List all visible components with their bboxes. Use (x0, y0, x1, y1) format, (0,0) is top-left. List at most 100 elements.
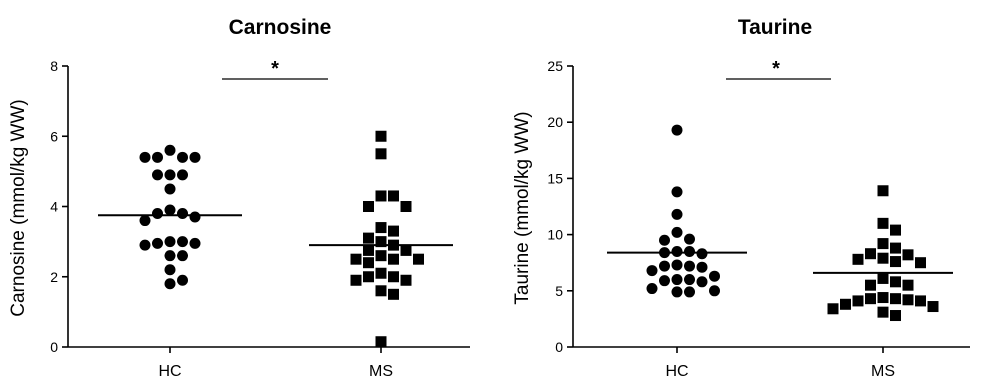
data-point-hc (671, 208, 683, 220)
data-point-hc (177, 274, 188, 286)
data-point-hc (139, 151, 151, 163)
data-point-ms (350, 253, 362, 265)
y-tick-label: 2 (50, 269, 58, 285)
data-point-ms (877, 252, 889, 264)
data-point-hc (709, 285, 720, 297)
data-point-ms (877, 238, 889, 250)
data-point-ms (400, 244, 412, 256)
y-axis-label: Carnosine (mmol/kg WW) (8, 99, 29, 316)
data-point-hc (684, 286, 695, 298)
data-point-hc (646, 283, 658, 295)
plot-marks: 0 2 4 6 8 (50, 58, 470, 355)
data-point-ms (388, 225, 399, 237)
data-point-ms (865, 293, 876, 305)
carnosine-panel: Carnosine Carnosine (mmol/kg WW) * 0 2 4 6 8… (8, 16, 470, 380)
data-point-hc (139, 239, 151, 251)
data-point-hc (152, 208, 163, 220)
y-tick-label: 5 (555, 283, 563, 299)
data-point-ms (890, 256, 901, 268)
data-point-ms (388, 253, 399, 265)
data-point-hc (709, 270, 720, 282)
data-point-hc (164, 236, 176, 248)
data-point-ms (388, 288, 399, 300)
data-point-ms (375, 222, 387, 234)
data-point-hc (671, 286, 683, 298)
data-point-ms (363, 201, 374, 212)
data-point-ms (890, 242, 901, 254)
data-point-hc (177, 169, 188, 181)
data-point-ms (375, 250, 387, 262)
data-point-ms (915, 295, 926, 307)
data-point-ms (877, 292, 889, 304)
significance-marker: * (772, 58, 780, 80)
y-axis-label: Taurine (mmol/kg WW) (512, 111, 533, 304)
data-point-ms (890, 224, 901, 236)
data-point-ms (877, 272, 889, 284)
data-point-ms (375, 285, 387, 297)
data-point-hc (189, 237, 201, 249)
data-point-ms (413, 253, 424, 265)
y-tick-label: 0 (555, 339, 563, 355)
data-point-hc (164, 183, 176, 195)
data-point-ms (363, 244, 374, 256)
data-point-ms (877, 306, 889, 318)
data-point-hc (164, 250, 176, 262)
data-point-ms (852, 295, 864, 307)
data-point-hc (696, 248, 708, 260)
data-point-ms (400, 201, 412, 212)
data-point-ms (375, 336, 387, 348)
data-point-ms (877, 217, 889, 229)
significance-marker: * (271, 58, 279, 80)
data-point-hc (139, 215, 151, 227)
data-point-hc (696, 276, 708, 288)
data-point-hc (696, 261, 708, 273)
data-point-ms (827, 303, 839, 315)
x-category-label-ms: MS (871, 363, 895, 380)
data-point-hc (671, 186, 683, 198)
data-point-ms (902, 249, 914, 261)
data-point-hc (671, 274, 683, 286)
data-point-ms (375, 130, 387, 142)
x-category-label-ms: MS (369, 363, 393, 380)
data-point-ms (877, 185, 889, 197)
chart-title: Carnosine (229, 16, 332, 39)
data-point-ms (865, 248, 876, 260)
y-tick-label: 6 (50, 128, 58, 144)
data-point-hc (684, 233, 695, 245)
data-point-hc (152, 169, 163, 181)
data-point-ms (388, 271, 399, 283)
data-point-hc (671, 245, 683, 257)
data-point-hc (671, 259, 683, 271)
y-tick-label: 4 (50, 199, 58, 215)
data-point-ms (915, 257, 926, 269)
data-point-hc (164, 278, 176, 290)
data-point-hc (177, 151, 188, 163)
data-point-hc (659, 234, 670, 246)
data-point-ms (363, 232, 374, 244)
data-point-hc (164, 144, 176, 156)
data-point-ms (890, 293, 901, 305)
data-point-ms (363, 271, 374, 283)
data-point-hc (177, 250, 188, 262)
data-point-hc (671, 124, 683, 136)
data-point-ms (927, 301, 939, 313)
x-category-label-hc: HC (158, 363, 181, 380)
taurine-panel: Taurine Taurine (mmol/kg WW) * 0 5 10 15 20 2… (512, 16, 970, 380)
data-point-hc (152, 151, 163, 163)
y-tick-label: 15 (547, 170, 563, 186)
data-point-ms (388, 190, 399, 202)
data-point-ms (890, 276, 901, 288)
data-point-hc (684, 260, 695, 272)
plot-marks: 0 5 10 15 20 25 (547, 58, 970, 355)
data-point-hc (164, 264, 176, 276)
data-point-ms (902, 279, 914, 291)
data-point-hc (659, 275, 670, 287)
data-point-hc (164, 169, 176, 181)
data-point-ms (852, 253, 864, 265)
chart-title: Taurine (738, 16, 812, 39)
data-point-hc (189, 151, 201, 163)
data-point-hc (684, 274, 695, 286)
data-point-hc (164, 204, 176, 216)
data-point-hc (671, 226, 683, 238)
